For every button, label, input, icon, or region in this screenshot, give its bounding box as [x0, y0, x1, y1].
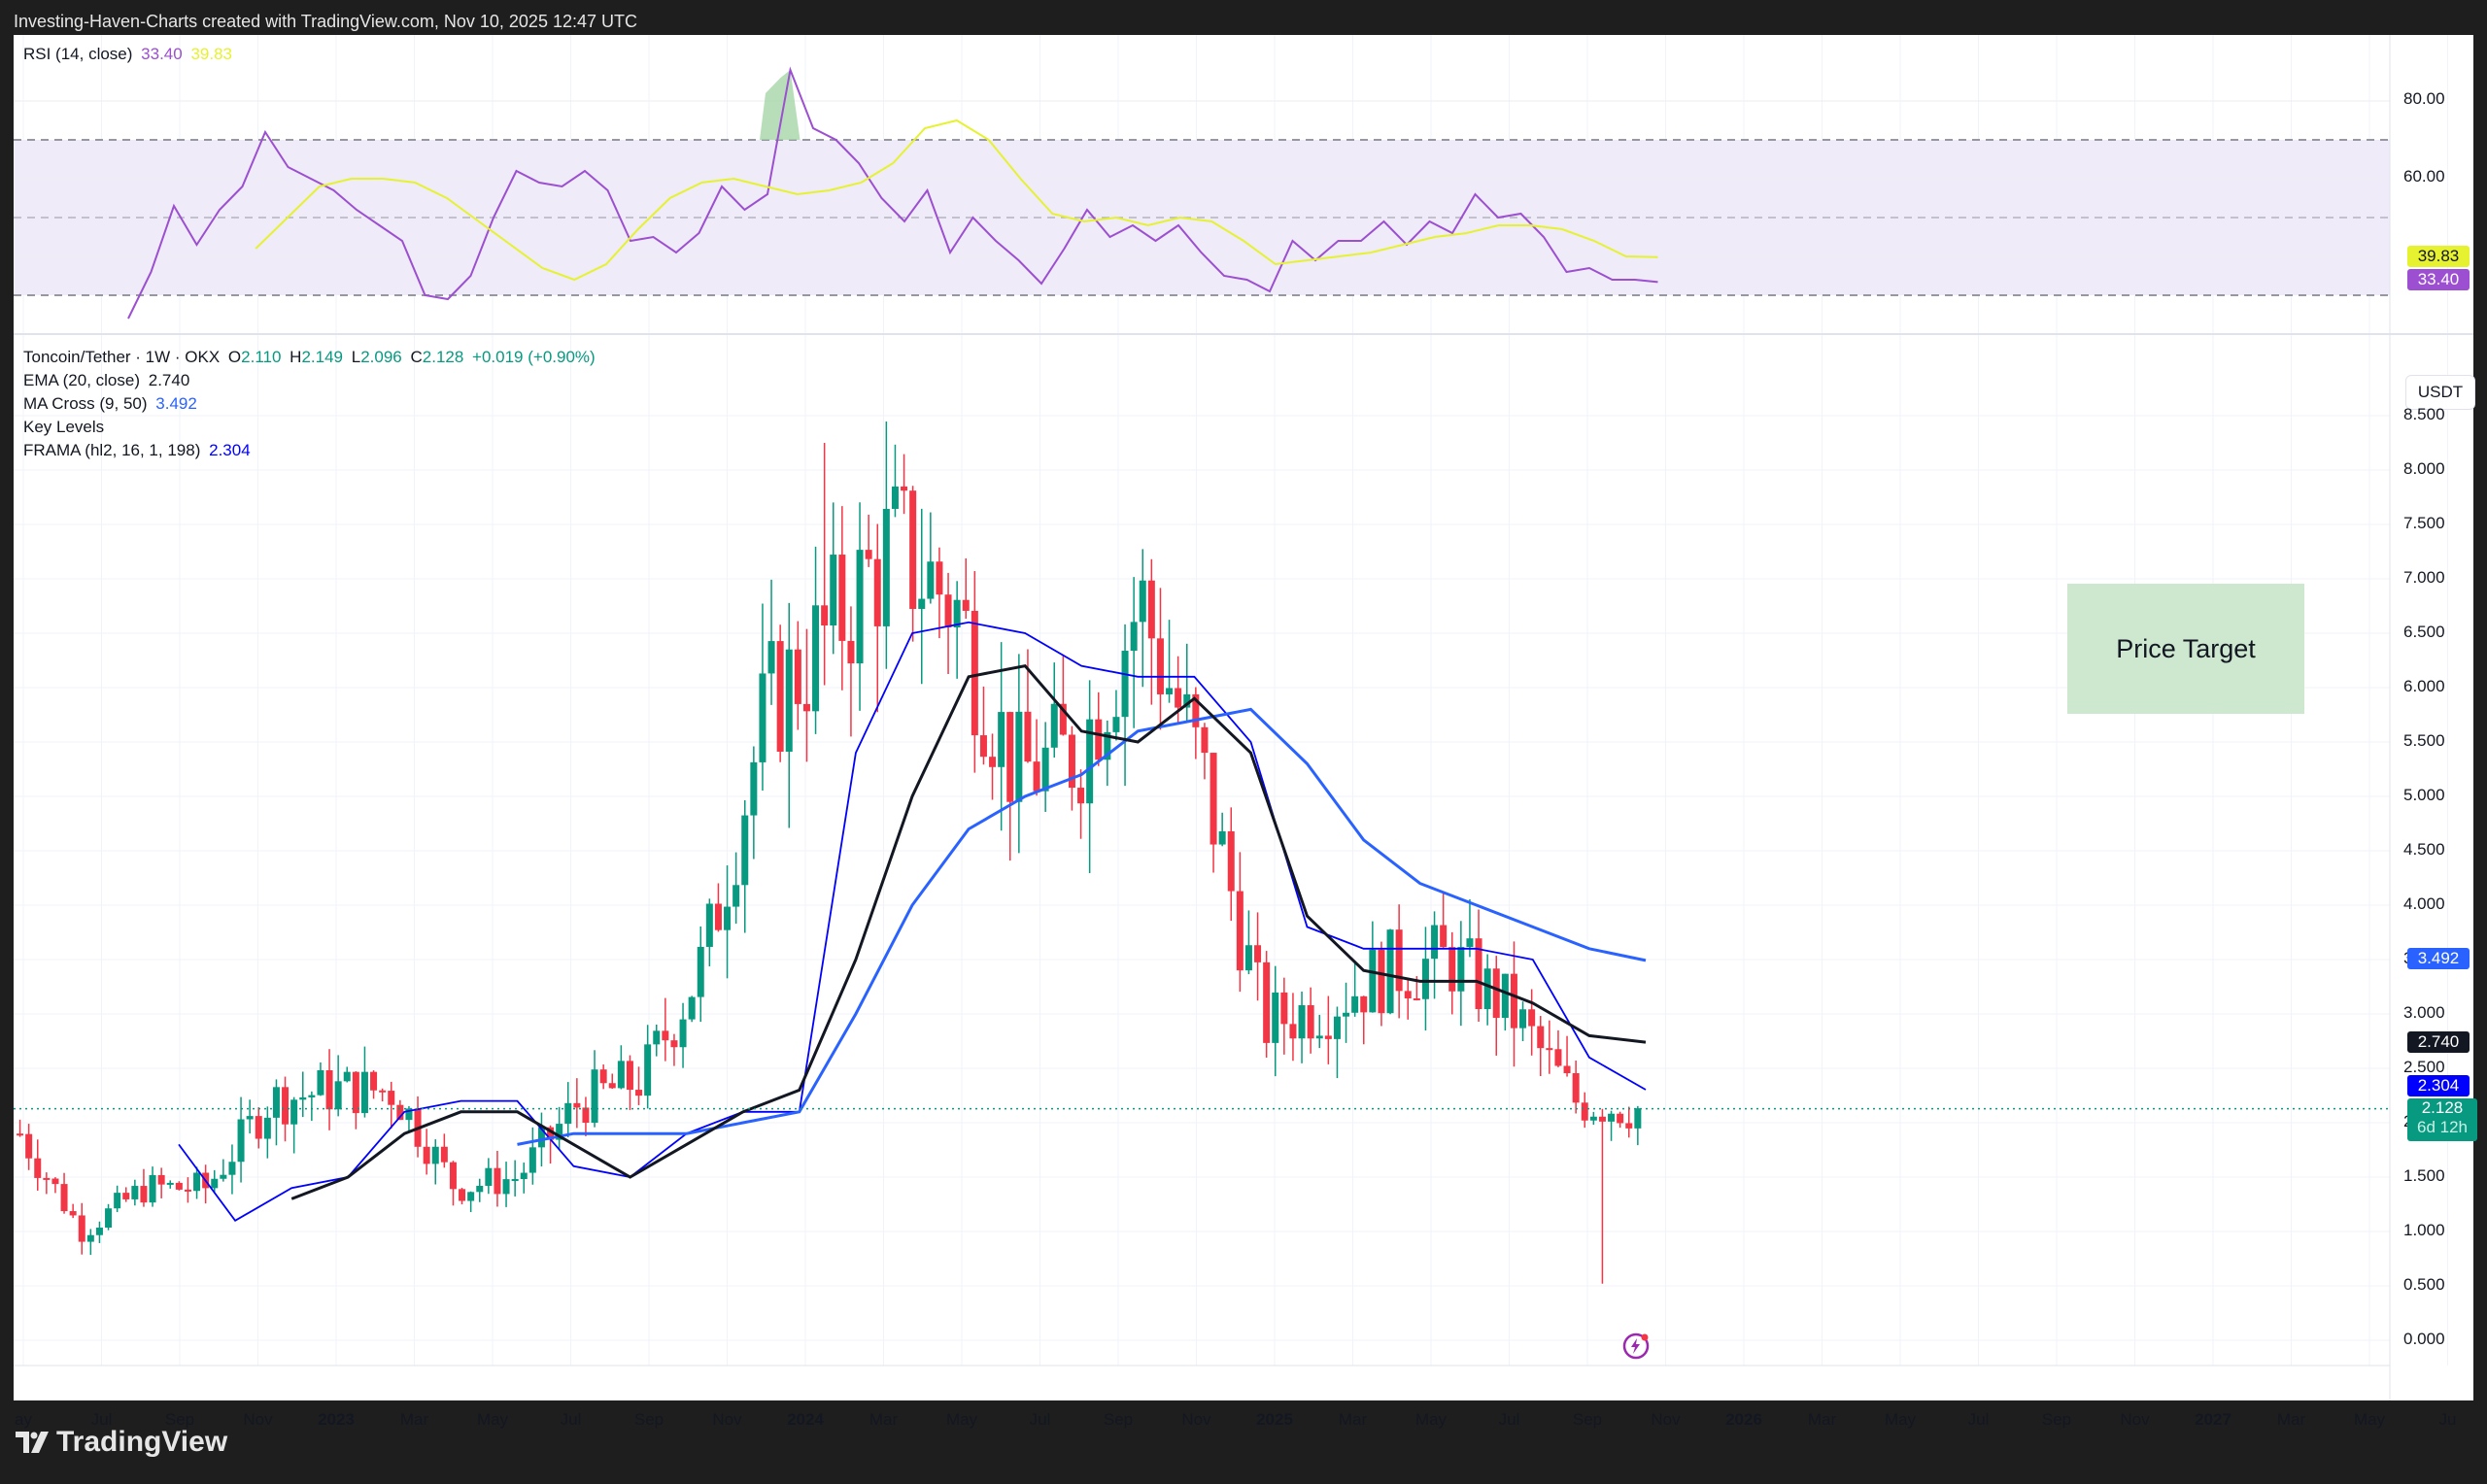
rsi-tag: 33.40 [2407, 269, 2470, 290]
time-tick: Jul [1029, 1410, 1051, 1429]
price-tick: 2.500 [2403, 1058, 2445, 1076]
price-tick: 5.500 [2403, 731, 2445, 750]
ohlc-open: 2.110 [241, 348, 282, 366]
symbol-name[interactable]: Toncoin/Tether · 1W · OKX [23, 348, 221, 366]
time-tick: 2024 [787, 1410, 824, 1429]
time-tick: Mar [2276, 1410, 2306, 1429]
symbol-line[interactable]: Toncoin/Tether · 1W · OKX O2.110 H2.149 … [23, 346, 599, 369]
time-tick: May [2353, 1410, 2386, 1429]
time-tick: May [945, 1410, 978, 1429]
time-tick: Jul [90, 1410, 113, 1429]
time-tick: Sep [164, 1410, 195, 1429]
price-tick: 5.000 [2403, 786, 2445, 804]
tradingview-logo-icon [16, 1432, 49, 1453]
price-tick: 6.000 [2403, 677, 2445, 695]
time-tick: 2023 [318, 1410, 355, 1429]
time-tick: Nov [712, 1410, 742, 1429]
ohlc-change: +0.019 (+0.90%) [472, 348, 596, 366]
indicator-ma-cross-label: MA Cross (9, 50) [23, 394, 148, 413]
chart-canvas[interactable] [14, 35, 2473, 1400]
price-tick: 8.500 [2403, 405, 2445, 423]
price-tick: 1.000 [2403, 1221, 2445, 1239]
lightning-alert-icon[interactable] [1621, 1332, 1651, 1361]
indicator-frama-value: 2.304 [209, 441, 251, 459]
price-legend[interactable]: Toncoin/Tether · 1W · OKX O2.110 H2.149 … [23, 346, 599, 462]
time-tick: 2026 [1725, 1410, 1762, 1429]
price-tick: 4.500 [2403, 840, 2445, 859]
time-tick: Mar [1807, 1410, 1837, 1429]
time-tick: Jul [1967, 1410, 1990, 1429]
last-price-tag: 2.128 6d 12h [2407, 1098, 2477, 1141]
ohlc-low-label: L [351, 348, 361, 366]
time-tick: Nov [243, 1410, 273, 1429]
time-tick: Nov [2120, 1410, 2150, 1429]
rsi-label: RSI (14, close) [23, 45, 133, 63]
time-tick: Mar [869, 1410, 899, 1429]
price-tick: 8.000 [2403, 459, 2445, 478]
ohlc-close: 2.128 [422, 348, 464, 366]
time-tick: Ju [2438, 1410, 2457, 1429]
rsi-tick-80: 80.00 [2403, 89, 2445, 108]
time-tick: Jul [1498, 1410, 1520, 1429]
currency-button[interactable]: USDT [2405, 375, 2475, 410]
time-tick: 2027 [2195, 1410, 2231, 1429]
ohlc-low: 2.096 [360, 348, 402, 366]
indicator-ema[interactable]: EMA (20, close) 2.740 [23, 369, 599, 392]
price-tick: 7.500 [2403, 514, 2445, 532]
indicator-key-levels-label: Key Levels [23, 418, 105, 436]
ma-cross-tag: 3.492 [2407, 948, 2470, 969]
time-tick: Nov [1181, 1410, 1211, 1429]
price-tick: 3.000 [2403, 1003, 2445, 1022]
ohlc-close-label: C [410, 348, 423, 366]
rsi-tick-60: 60.00 [2403, 167, 2445, 186]
indicator-frama-label: FRAMA (hl2, 16, 1, 198) [23, 441, 201, 459]
ema-tag: 2.740 [2407, 1031, 2470, 1053]
price-tick: 6.500 [2403, 623, 2445, 641]
ohlc-high-label: H [290, 348, 302, 366]
time-tick: Sep [1572, 1410, 1603, 1429]
time-tick: May [1884, 1410, 1917, 1429]
indicator-ma-cross-value: 3.492 [155, 394, 197, 413]
price-tick: 7.000 [2403, 568, 2445, 587]
price-tick: 1.500 [2403, 1166, 2445, 1185]
price-tick: 0.500 [2403, 1275, 2445, 1294]
time-tick: Nov [1651, 1410, 1681, 1429]
price-tick: 0.000 [2403, 1330, 2445, 1348]
ohlc-high: 2.149 [301, 348, 343, 366]
time-tick: Sep [633, 1410, 664, 1429]
indicator-ma-cross[interactable]: MA Cross (9, 50) 3.492 [23, 392, 599, 416]
time-tick: 2025 [1256, 1410, 1293, 1429]
indicator-ema-value: 2.740 [148, 371, 190, 389]
rsi-ma-tag: 39.83 [2407, 246, 2470, 267]
indicator-frama[interactable]: FRAMA (hl2, 16, 1, 198) 2.304 [23, 439, 599, 462]
price-tick: 4.000 [2403, 894, 2445, 913]
tradingview-logo[interactable]: TradingView [16, 1426, 227, 1459]
time-tick: Mar [1338, 1410, 1368, 1429]
bar-countdown: 6d 12h [2417, 1118, 2468, 1136]
time-tick: May [476, 1410, 509, 1429]
last-price-value: 2.128 [2421, 1098, 2464, 1117]
ohlc-open-label: O [227, 348, 242, 366]
rsi-ma-value: 39.83 [190, 45, 232, 63]
time-tick: May [1414, 1410, 1448, 1429]
frama-tag: 2.304 [2407, 1075, 2470, 1096]
rsi-value: 33.40 [141, 45, 183, 63]
time-tick: Sep [2041, 1410, 2072, 1429]
chart-frame[interactable]: RSI (14, close) 33.40 39.83 80.00 60.00 … [14, 35, 2477, 1429]
tradingview-brand: TradingView [56, 1426, 228, 1458]
time-tick: Jul [560, 1410, 582, 1429]
time-tick: Sep [1103, 1410, 1134, 1429]
time-tick: ay [15, 1410, 32, 1429]
time-tick: Mar [399, 1410, 429, 1429]
indicator-ema-label: EMA (20, close) [23, 371, 140, 389]
price-target-label: Price Target [2116, 633, 2256, 663]
price-target-box[interactable]: Price Target [2067, 584, 2304, 714]
rsi-legend[interactable]: RSI (14, close) 33.40 39.83 [23, 43, 236, 66]
chart-header-title: Investing-Haven-Charts created with Trad… [14, 12, 637, 31]
indicator-key-levels[interactable]: Key Levels [23, 416, 599, 439]
